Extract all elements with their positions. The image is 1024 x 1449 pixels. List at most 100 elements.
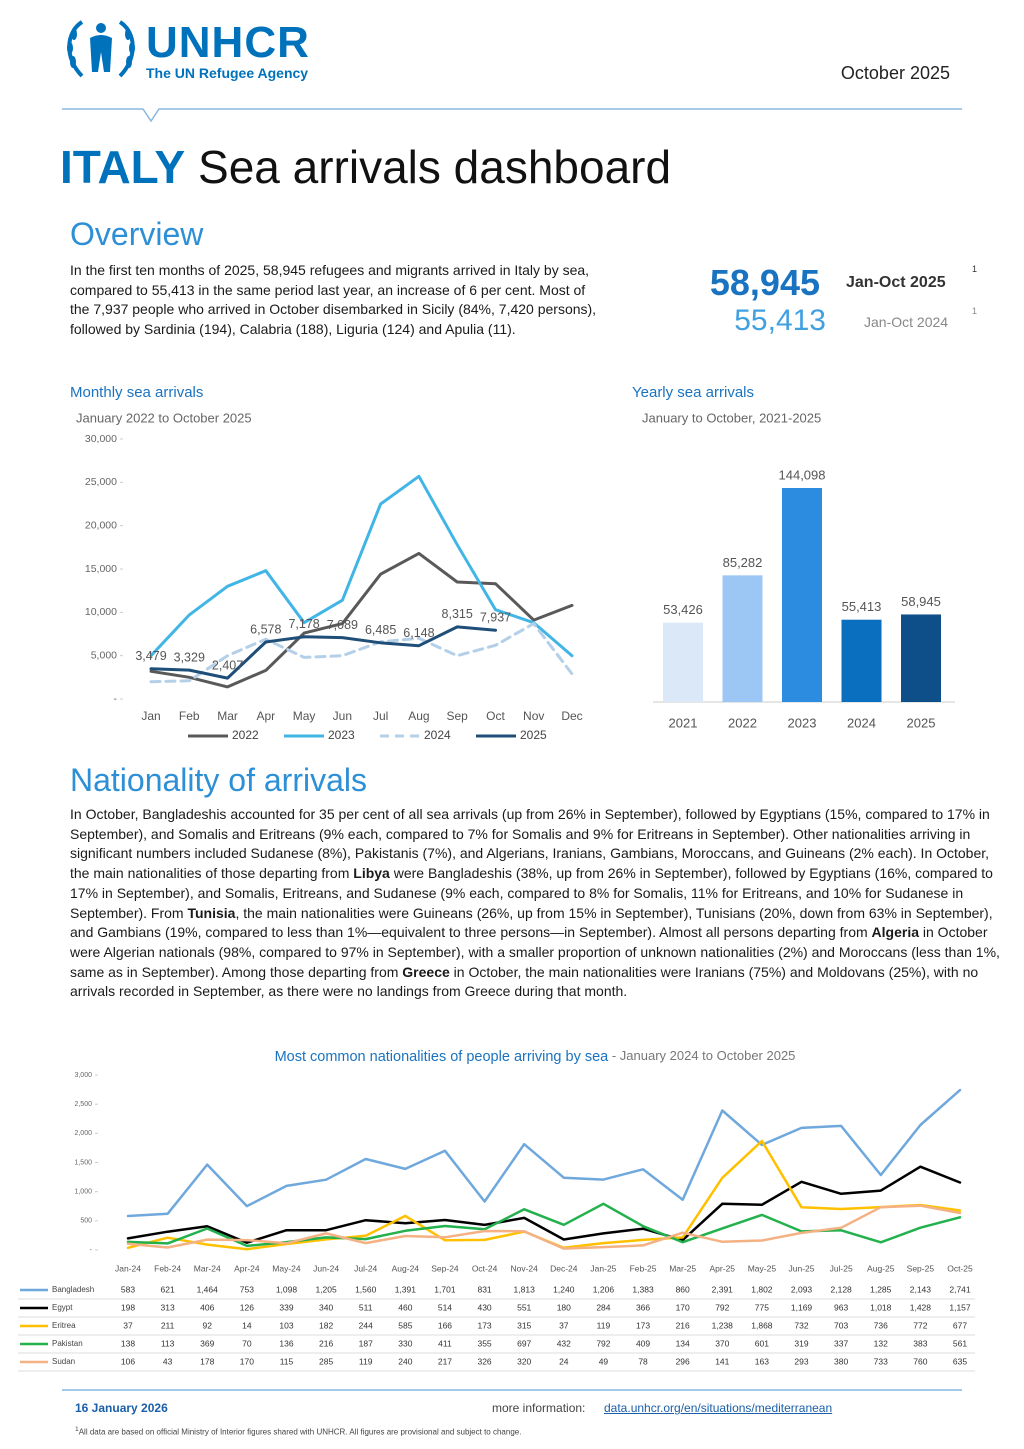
chart-subtitle: January to October, 2021-2025: [642, 410, 821, 425]
bar: [663, 622, 703, 702]
place-name: Tunisia: [187, 904, 236, 921]
table-cell: 285: [319, 1356, 333, 1366]
table-cell: 70: [242, 1338, 252, 1348]
table-cell: 736: [874, 1320, 888, 1330]
table-cell: 132: [874, 1338, 888, 1348]
series-line: [126, 1165, 962, 1244]
table-cell: 141: [715, 1356, 729, 1366]
legend-label: 2024: [424, 728, 451, 742]
table-cell: 319: [794, 1338, 808, 1348]
data-label: 6,578: [250, 622, 281, 636]
table-cell: 380: [834, 1356, 848, 1366]
y-tick-label: 15,000: [85, 563, 117, 575]
table-cell: 211: [161, 1320, 175, 1330]
x-tick-label: Jun-25: [789, 1263, 815, 1273]
table-cell: 1,018: [870, 1302, 892, 1312]
table-cell: 126: [240, 1302, 254, 1312]
table-cell: 753: [240, 1284, 254, 1294]
table-cell: 170: [676, 1302, 690, 1312]
table-cell: 760: [913, 1356, 927, 1366]
table-cell: 792: [715, 1302, 729, 1312]
table-cell: 92: [203, 1320, 213, 1330]
footnote-text: All data are based on official Ministry …: [78, 1427, 522, 1437]
y-tick-label: 500: [80, 1218, 92, 1225]
x-tick-label: 2025: [907, 715, 936, 730]
table-cell: 170: [240, 1356, 254, 1366]
y-tick-label: -: [114, 693, 118, 705]
table-cell: 621: [161, 1284, 175, 1294]
x-tick-label: Jul-24: [354, 1263, 377, 1273]
divider-line: [62, 108, 962, 123]
y-tick-label: 20,000: [85, 519, 117, 531]
table-cell: 1,169: [791, 1302, 813, 1312]
table-cell: 703: [834, 1320, 848, 1330]
table-cell: 1,285: [870, 1284, 892, 1294]
table-cell: 14: [242, 1320, 252, 1330]
previous-note-mark: 1: [972, 306, 978, 316]
table-cell: 2,093: [791, 1284, 813, 1294]
chart-heading: Most common nationalities of people arri…: [275, 1048, 796, 1064]
x-tick-label: Aug-25: [867, 1263, 895, 1273]
x-tick-label: Apr: [256, 709, 275, 723]
table-cell: 370: [715, 1338, 729, 1348]
x-tick-label: Aug: [408, 709, 429, 723]
table-cell: 1,868: [751, 1320, 773, 1330]
y-tick-label: 5,000: [91, 649, 117, 661]
x-tick-label: 2024: [847, 715, 876, 730]
more-info-link[interactable]: data.unhcr.org/en/situations/mediterrane…: [604, 1401, 833, 1415]
table-cell: 733: [874, 1356, 888, 1366]
logo-tagline: The UN Refugee Agency: [146, 65, 309, 81]
data-label: 6,148: [403, 626, 434, 640]
footnote-mark: 1: [75, 1426, 79, 1433]
page-title: ITALY Sea arrivals dashboard: [60, 138, 671, 196]
x-tick-label: Oct: [486, 709, 505, 723]
x-tick-label: Feb-25: [630, 1263, 657, 1273]
data-label: 3,479: [135, 649, 166, 663]
table-cell: 355: [477, 1338, 491, 1348]
table-cell: 113: [161, 1338, 175, 1348]
table-cell: 963: [834, 1302, 848, 1312]
current-period: Jan-Oct 2025: [846, 274, 946, 291]
legend-label: 2022: [232, 728, 259, 742]
table-cell: 284: [596, 1302, 610, 1312]
table-cell: 182: [319, 1320, 333, 1330]
x-tick-label: Apr-24: [234, 1263, 260, 1273]
bar: [901, 614, 941, 702]
table-cell: 860: [676, 1284, 690, 1294]
legend-label: 2025: [520, 728, 547, 742]
table-cell: 24: [559, 1356, 569, 1366]
text-segment: in October, the main nationalities were …: [70, 963, 979, 1000]
table-cell: 337: [834, 1338, 848, 1348]
x-tick-label: 2022: [728, 715, 757, 730]
table-cell: 551: [517, 1302, 531, 1312]
legend-label: Pakistan: [52, 1339, 83, 1348]
legend-label: Egypt: [52, 1303, 73, 1312]
legend-label: Bangladesh: [52, 1285, 94, 1294]
data-label: 58,945: [901, 594, 941, 609]
series-line: [149, 625, 497, 680]
table-cell: 1,383: [632, 1284, 654, 1294]
x-tick-label: Mar-24: [194, 1263, 221, 1273]
x-tick-label: Nov: [523, 709, 544, 723]
data-label: 6,485: [365, 623, 396, 637]
x-tick-label: Jan-24: [115, 1263, 141, 1273]
data-label: 85,282: [723, 555, 763, 570]
table-cell: 1,206: [593, 1284, 615, 1294]
x-tick-label: Jun-24: [313, 1263, 339, 1273]
x-tick-label: Jul-25: [830, 1263, 853, 1273]
table-cell: 216: [676, 1320, 690, 1330]
x-tick-label: Sep: [447, 709, 469, 723]
series-line: [149, 474, 574, 658]
footnote: 1All data are based on official Ministry…: [75, 1426, 521, 1437]
y-tick-label: 1,000: [74, 1189, 92, 1196]
bar: [722, 575, 763, 702]
y-tick-label: 2,500: [74, 1101, 92, 1108]
table-cell: 583: [121, 1284, 135, 1294]
table-cell: 339: [279, 1302, 293, 1312]
table-cell: 792: [596, 1338, 610, 1348]
footer-divider: [62, 1389, 962, 1391]
data-label: 55,413: [842, 599, 882, 614]
table-cell: 772: [913, 1320, 927, 1330]
table-cell: 178: [200, 1356, 214, 1366]
table-cell: 240: [398, 1356, 412, 1366]
